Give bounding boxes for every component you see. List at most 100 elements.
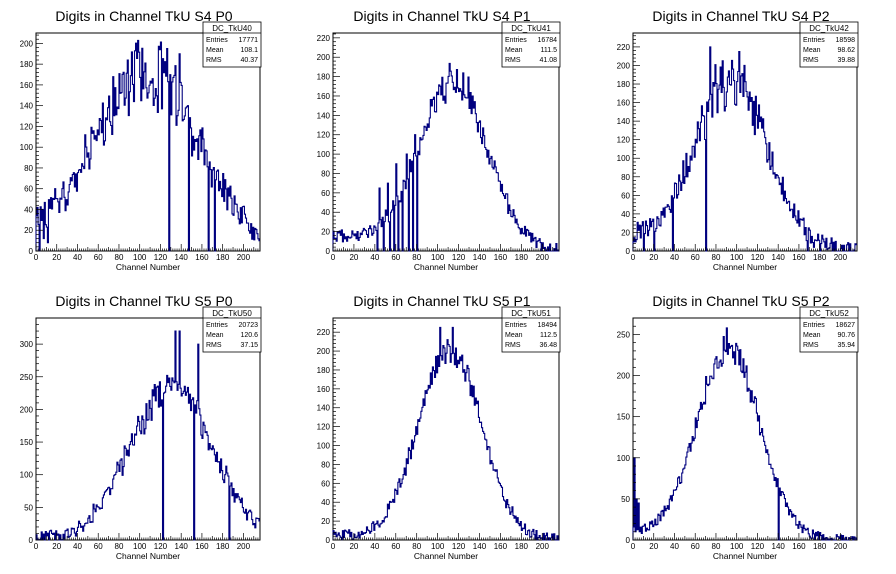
stats-box: DC_TkU41 Entries 16784 Mean 111.5 RMS 41.08	[501, 21, 561, 68]
x-tick-label: 80	[712, 253, 721, 262]
x-tick-label: 0	[331, 253, 336, 262]
y-tick-label: 140	[317, 111, 331, 120]
y-tick-label: 40	[24, 205, 33, 214]
y-tick-label: 60	[24, 185, 33, 194]
y-tick-label: 40	[621, 210, 630, 219]
stats-box: DC_TkU51 Entries 18494 Mean 112.5 RMS 36.48	[501, 306, 561, 353]
panel-title: Digits in Channel TkU S5 P2	[652, 293, 829, 309]
y-tick-label: 100	[20, 471, 34, 480]
x-tick-label: 80	[712, 542, 721, 551]
x-tick-label: 180	[813, 542, 827, 551]
stats-value-mean: 111.5	[541, 47, 558, 54]
y-tick-label: 40	[321, 208, 330, 217]
y-tick-label: 0	[626, 536, 631, 545]
x-tick-label: 80	[412, 253, 421, 262]
x-tick-label: 180	[515, 542, 529, 551]
y-tick-label: 160	[20, 81, 34, 90]
histogram-series	[35, 39, 260, 252]
x-tick-label: 160	[494, 542, 508, 551]
stats-box-frame	[501, 21, 561, 68]
x-tick-label: 20	[649, 253, 658, 262]
x-tick-label: 60	[391, 542, 400, 551]
stats-box-frame	[202, 21, 262, 68]
x-tick-label: 140	[772, 253, 786, 262]
x-tick-label: 120	[154, 542, 168, 551]
x-tick-label: 100	[431, 542, 445, 551]
y-tick-label: 150	[20, 438, 34, 447]
stats-box: DC_TkU42 Entries 18598 Mean 98.62 RMS 39.88	[799, 21, 859, 68]
x-tick-label: 80	[115, 253, 124, 262]
y-tick-label: 20	[321, 517, 330, 526]
panel-title: Digits in Channel TkU S5 P1	[353, 293, 530, 309]
x-tick-label: 140	[175, 253, 189, 262]
y-tick-label: 80	[321, 169, 330, 178]
x-tick-label: 80	[412, 542, 421, 551]
stats-histogram-name: DC_TkU40	[212, 24, 252, 33]
stats-label-entries: Entries	[505, 37, 527, 44]
y-tick-label: 120	[617, 136, 631, 145]
x-tick-label: 20	[349, 542, 358, 551]
stats-histogram-name: DC_TkU42	[809, 24, 849, 33]
x-tick-label: 60	[691, 542, 700, 551]
x-tick-label: 140	[473, 253, 487, 262]
histogram-series	[632, 327, 857, 541]
y-tick-label: 180	[317, 73, 331, 82]
x-axis-title: Channel Number	[414, 551, 478, 561]
stats-value-rms: 39.88	[837, 57, 855, 64]
stats-label-rms: RMS	[206, 57, 222, 64]
x-tick-label: 20	[349, 253, 358, 262]
x-tick-label: 40	[670, 542, 679, 551]
x-tick-label: 160	[792, 542, 806, 551]
x-tick-label: 160	[494, 253, 508, 262]
y-tick-label: 50	[24, 503, 33, 512]
histogram-panel: Digits in Channel TkU S4 P0 0 20 40 60 80 100 1…	[20, 8, 262, 272]
y-tick-label: 20	[321, 228, 330, 237]
x-tick-label: 120	[751, 542, 765, 551]
x-tick-label: 80	[115, 542, 124, 551]
histogram-panel: Digits in Channel TkU S4 P2 0 20 40 60 80 100 1…	[617, 8, 859, 272]
x-tick-label: 120	[751, 253, 765, 262]
y-tick-label: 220	[317, 328, 331, 337]
y-tick-label: 80	[621, 173, 630, 182]
x-tick-label: 100	[133, 253, 147, 262]
x-tick-label: 120	[154, 253, 168, 262]
stats-value-entries: 16784	[538, 37, 558, 44]
stats-label-mean: Mean	[505, 47, 523, 54]
x-axis-title: Channel Number	[713, 262, 777, 272]
stats-label-entries: Entries	[505, 322, 527, 329]
stats-label-rms: RMS	[505, 57, 521, 64]
stats-label-mean: Mean	[803, 332, 821, 339]
histogram-series	[35, 330, 260, 541]
stats-label-rms: RMS	[803, 57, 819, 64]
histogram-series	[332, 326, 559, 541]
y-tick-label: 60	[621, 191, 630, 200]
y-tick-label: 220	[617, 43, 631, 52]
x-tick-label: 200	[536, 253, 550, 262]
x-tick-label: 0	[34, 253, 39, 262]
y-tick-label: 100	[317, 442, 331, 451]
y-tick-label: 0	[29, 247, 34, 256]
y-tick-label: 120	[20, 122, 34, 131]
stats-label-mean: Mean	[803, 47, 821, 54]
x-tick-label: 40	[670, 253, 679, 262]
stats-label-entries: Entries	[206, 37, 228, 44]
y-tick-label: 140	[617, 117, 631, 126]
x-tick-label: 60	[391, 253, 400, 262]
stats-value-entries: 20723	[239, 322, 259, 329]
x-tick-label: 20	[52, 253, 61, 262]
x-tick-label: 160	[792, 253, 806, 262]
x-tick-label: 20	[52, 542, 61, 551]
y-tick-label: 100	[617, 454, 631, 463]
y-tick-label: 180	[20, 60, 34, 69]
x-tick-label: 100	[730, 542, 744, 551]
histogram-panel: Digits in Channel TkU S5 P2 0 20 40 60 80 100 1…	[617, 293, 859, 561]
x-tick-label: 20	[649, 542, 658, 551]
x-axis-title: Channel Number	[116, 551, 180, 561]
histogram-series	[632, 46, 857, 252]
y-tick-label: 200	[617, 61, 631, 70]
y-tick-label: 160	[617, 99, 631, 108]
y-tick-label: 20	[621, 228, 630, 237]
y-tick-label: 200	[617, 372, 631, 381]
panel-title: Digits in Channel TkU S4 P1	[353, 8, 530, 24]
